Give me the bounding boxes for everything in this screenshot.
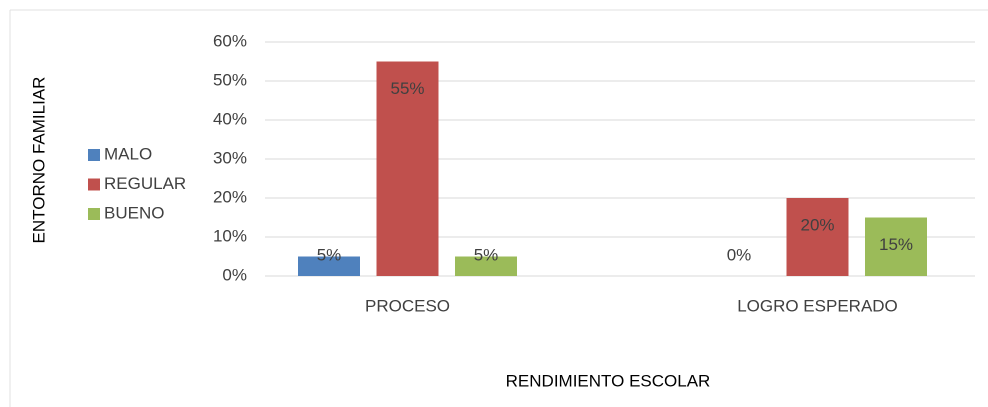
legend-label: MALO bbox=[104, 144, 152, 163]
x-axis-title: RENDIMIENTO ESCOLAR bbox=[506, 371, 711, 390]
bar bbox=[786, 198, 849, 276]
x-tick-label: LOGRO ESPERADO bbox=[737, 296, 898, 315]
y-tick-label: 60% bbox=[213, 31, 247, 50]
legend-swatch bbox=[88, 178, 100, 191]
bar bbox=[298, 256, 360, 276]
y-axis-title: ENTORNO FAMILIAR bbox=[29, 77, 48, 244]
data-label: 20% bbox=[800, 215, 834, 234]
legend-label: REGULAR bbox=[104, 174, 186, 193]
data-label: 5% bbox=[317, 245, 342, 264]
y-tick-label: 10% bbox=[213, 226, 247, 245]
data-label: 0% bbox=[727, 245, 752, 264]
legend-swatch bbox=[88, 208, 100, 220]
bar bbox=[865, 217, 927, 276]
y-tick-label: 0% bbox=[222, 265, 247, 284]
x-tick-label: PROCESO bbox=[365, 296, 450, 315]
data-label: 15% bbox=[879, 235, 913, 254]
data-label: 5% bbox=[474, 245, 499, 264]
legend-swatch bbox=[88, 149, 100, 161]
y-tick-label: 50% bbox=[213, 70, 247, 89]
y-tick-label: 40% bbox=[213, 109, 247, 128]
y-tick-label: 30% bbox=[213, 148, 247, 167]
bar bbox=[376, 61, 439, 276]
data-label: 55% bbox=[390, 79, 424, 98]
bar bbox=[455, 256, 517, 276]
legend-label: BUENO bbox=[104, 203, 164, 222]
y-tick-label: 20% bbox=[213, 187, 247, 206]
